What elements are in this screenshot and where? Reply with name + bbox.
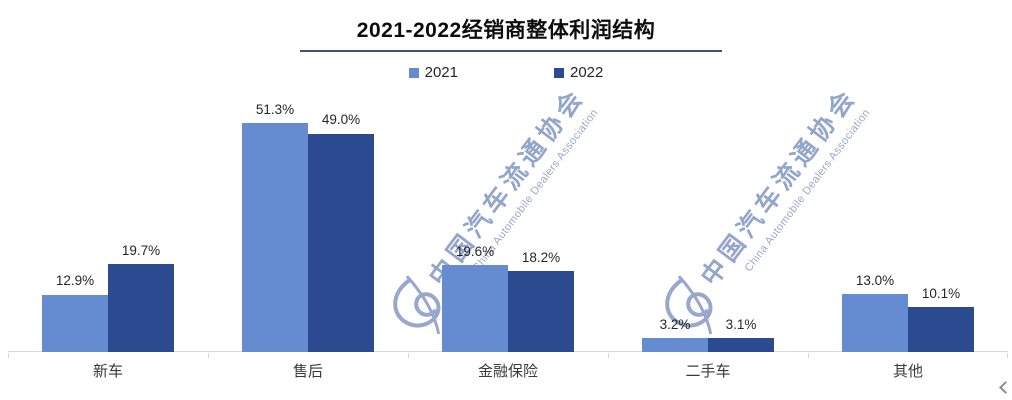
value-label-2021-金融保险: 19.6%	[455, 243, 495, 259]
chart-legend: 2021 2022	[0, 64, 1012, 81]
value-label-2021-其他: 13.0%	[855, 273, 895, 289]
bar-2021-售后	[242, 123, 308, 352]
category-label-售后: 售后	[292, 363, 323, 380]
value-label-2021-二手车: 3.2%	[659, 316, 691, 332]
bar-2021-其他	[842, 294, 908, 352]
plot-area: 12.9% 19.7% 新车 51.3% 49.0% 售后 19.6% 18.2% 金融保险 3.…	[8, 100, 1008, 380]
value-label-2022-售后: 49.0%	[321, 112, 361, 128]
legend-swatch-icon	[408, 67, 419, 78]
x-axis-tick	[8, 353, 9, 358]
x-axis-tick	[608, 353, 609, 358]
legend-swatch-icon	[554, 67, 564, 78]
legend-label: 2022	[570, 64, 604, 81]
value-label-2022-其他: 10.1%	[921, 285, 961, 301]
category-label-其他: 其他	[892, 363, 923, 380]
bar-2022-其他	[908, 307, 974, 352]
bar-2022-二手车	[708, 338, 774, 352]
x-axis-tick	[808, 353, 809, 358]
category-label-新车: 新车	[92, 363, 123, 380]
legend-label: 2021	[424, 64, 458, 81]
bar-2021-金融保险	[442, 264, 508, 352]
bar-2022-金融保险	[508, 270, 574, 352]
value-label-2022-金融保险: 18.2%	[521, 249, 561, 265]
value-label-2022-新车: 19.7%	[121, 243, 161, 259]
bar-2021-二手车	[642, 337, 708, 352]
value-label-2021-售后: 51.3%	[255, 102, 295, 118]
bar-2022-新车	[108, 264, 174, 352]
legend-item-2022: 2022	[554, 64, 603, 81]
value-label-2022-二手车: 3.1%	[725, 317, 757, 333]
x-axis-tick	[208, 353, 209, 358]
x-axis-tick	[1007, 353, 1008, 358]
legend-item-2021: 2021	[408, 64, 458, 81]
x-axis-tick	[408, 353, 409, 358]
category-label-二手车: 二手车	[685, 363, 731, 380]
title-underline	[300, 50, 722, 52]
bar-2021-新车	[42, 294, 108, 352]
value-label-2021-新车: 12.9%	[55, 273, 95, 289]
bar-2022-售后	[308, 133, 374, 352]
chevron-left-icon[interactable]	[999, 382, 1009, 392]
chart-title: 2021-2022经销商整体利润结构	[356, 19, 656, 42]
category-label-金融保险: 金融保险	[477, 363, 538, 380]
